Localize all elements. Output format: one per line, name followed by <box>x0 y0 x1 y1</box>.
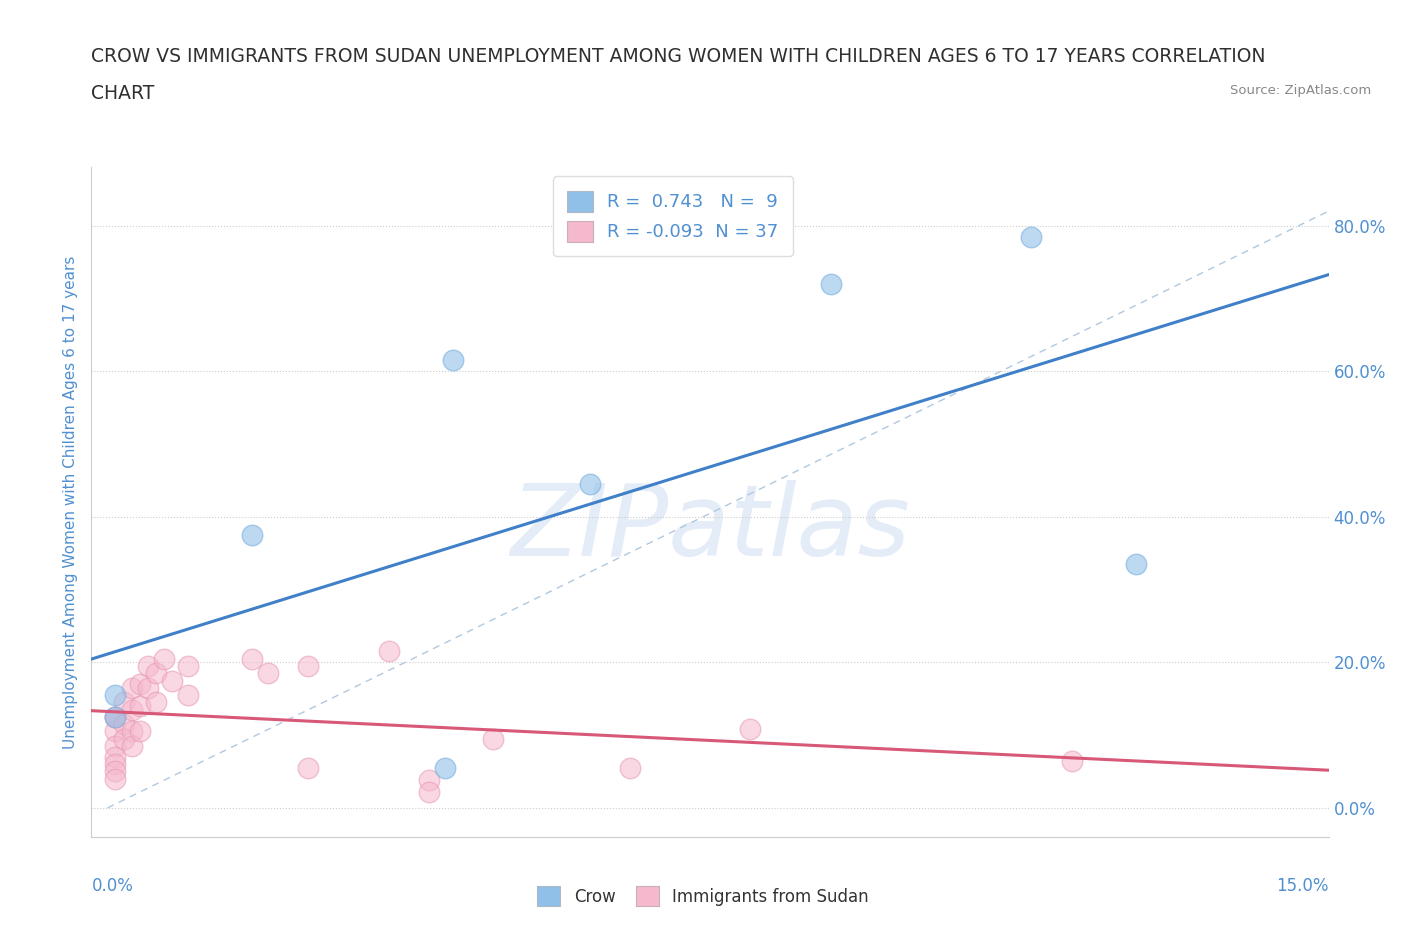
Point <box>136 658 159 673</box>
Point <box>104 710 127 724</box>
Point <box>257 666 280 681</box>
Point <box>104 750 127 764</box>
Point <box>619 761 641 776</box>
Point <box>104 757 127 772</box>
Point <box>152 651 174 666</box>
Point <box>104 764 127 779</box>
Point <box>128 677 150 692</box>
Point <box>121 724 143 739</box>
Point <box>104 771 127 786</box>
Text: Source: ZipAtlas.com: Source: ZipAtlas.com <box>1230 84 1371 97</box>
Point <box>128 698 150 713</box>
Point <box>104 687 127 702</box>
Point <box>104 710 127 724</box>
Point <box>112 717 135 732</box>
Point <box>104 738 127 753</box>
Point <box>418 784 440 799</box>
Point <box>1060 753 1083 768</box>
Point <box>136 681 159 696</box>
Point <box>145 666 167 681</box>
Point <box>740 722 762 737</box>
Point <box>297 658 319 673</box>
Point <box>297 761 319 776</box>
Point <box>177 658 200 673</box>
Point <box>128 724 150 739</box>
Text: ZIPatlas: ZIPatlas <box>510 481 910 578</box>
Point <box>104 710 127 724</box>
Point <box>433 761 456 776</box>
Point <box>1021 229 1043 244</box>
Point <box>112 731 135 746</box>
Point <box>820 276 842 291</box>
Point <box>104 724 127 739</box>
Point <box>377 644 399 658</box>
Point <box>145 695 167 710</box>
Point <box>121 681 143 696</box>
Point <box>578 476 600 491</box>
Point <box>121 702 143 717</box>
Point <box>112 695 135 710</box>
Point <box>418 773 440 788</box>
Text: CHART: CHART <box>91 84 155 102</box>
Text: CROW VS IMMIGRANTS FROM SUDAN UNEMPLOYMENT AMONG WOMEN WITH CHILDREN AGES 6 TO 1: CROW VS IMMIGRANTS FROM SUDAN UNEMPLOYME… <box>91 46 1265 65</box>
Point <box>240 527 263 542</box>
Legend: Crow, Immigrants from Sudan: Crow, Immigrants from Sudan <box>530 880 876 912</box>
Point <box>240 651 263 666</box>
Y-axis label: Unemployment Among Women with Children Ages 6 to 17 years: Unemployment Among Women with Children A… <box>62 256 77 749</box>
Point <box>177 687 200 702</box>
Legend: R =  0.743   N =  9, R = -0.093  N = 37: R = 0.743 N = 9, R = -0.093 N = 37 <box>553 177 793 256</box>
Point <box>160 673 183 688</box>
Point <box>482 731 505 746</box>
Point <box>121 738 143 753</box>
Point <box>1125 557 1147 572</box>
Point <box>441 352 464 367</box>
Text: 15.0%: 15.0% <box>1277 877 1329 896</box>
Text: 0.0%: 0.0% <box>91 877 134 896</box>
